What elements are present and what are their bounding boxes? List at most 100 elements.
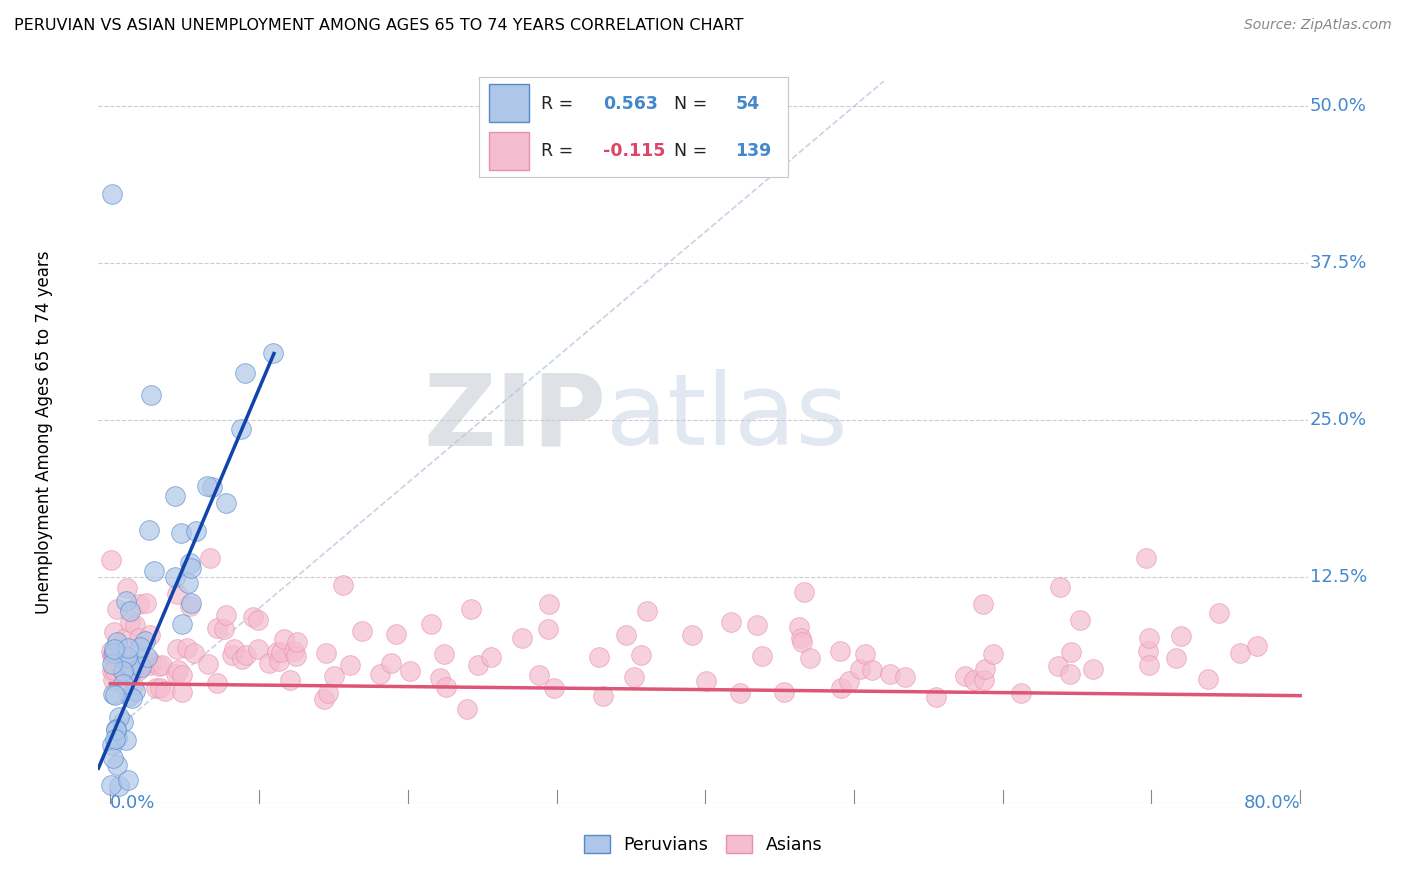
- Point: [695, 673, 717, 688]
- Point: [212, 622, 235, 636]
- Point: [165, 666, 187, 681]
- Point: [1069, 613, 1091, 627]
- Point: [322, 669, 344, 683]
- Point: [167, 663, 190, 677]
- Point: [1137, 632, 1160, 646]
- Point: [115, 733, 138, 747]
- Point: [510, 632, 533, 646]
- Point: [790, 635, 813, 649]
- Point: [128, 598, 150, 612]
- Text: Unemployment Among Ages 65 to 74 years: Unemployment Among Ages 65 to 74 years: [35, 251, 53, 615]
- Point: [170, 617, 193, 632]
- Point: [129, 659, 152, 673]
- Text: Source: ZipAtlas.com: Source: ZipAtlas.com: [1244, 18, 1392, 32]
- Point: [148, 659, 170, 673]
- Point: [214, 607, 236, 622]
- Point: [1208, 606, 1230, 620]
- Point: [115, 666, 138, 681]
- Point: [114, 594, 136, 608]
- Point: [138, 523, 160, 537]
- Point: [180, 596, 202, 610]
- Point: [229, 422, 252, 436]
- Point: [467, 657, 489, 672]
- Point: [224, 642, 246, 657]
- Point: [380, 656, 402, 670]
- Point: [101, 187, 124, 202]
- Point: [221, 648, 243, 662]
- Point: [242, 609, 264, 624]
- Point: [273, 632, 295, 646]
- Point: [1135, 551, 1157, 566]
- Point: [179, 599, 201, 613]
- Point: [745, 617, 768, 632]
- Point: [1011, 686, 1033, 700]
- Point: [135, 596, 157, 610]
- Point: [434, 681, 457, 695]
- Point: [1136, 644, 1159, 658]
- Text: 50.0%: 50.0%: [1310, 97, 1367, 115]
- Point: [128, 664, 150, 678]
- Point: [262, 345, 284, 359]
- Point: [385, 626, 408, 640]
- Point: [103, 663, 125, 677]
- Point: [114, 631, 136, 645]
- Point: [117, 773, 139, 788]
- Point: [195, 479, 218, 493]
- Point: [153, 683, 176, 698]
- Point: [285, 648, 308, 663]
- Point: [315, 646, 337, 660]
- Point: [105, 731, 128, 745]
- Point: [790, 631, 813, 645]
- Point: [139, 388, 162, 402]
- Point: [105, 635, 128, 649]
- Legend: Peruvians, Asians: Peruvians, Asians: [576, 828, 830, 861]
- Point: [536, 622, 558, 636]
- Point: [101, 738, 124, 752]
- Point: [231, 651, 253, 665]
- Point: [166, 587, 188, 601]
- Point: [1197, 672, 1219, 686]
- Point: [112, 665, 135, 680]
- Point: [773, 685, 796, 699]
- Point: [117, 654, 139, 668]
- Point: [894, 670, 917, 684]
- Point: [332, 578, 354, 592]
- Point: [149, 681, 172, 695]
- Point: [101, 751, 124, 765]
- Point: [139, 628, 162, 642]
- Point: [925, 690, 948, 705]
- Point: [963, 673, 986, 688]
- Point: [105, 722, 128, 736]
- Point: [955, 669, 977, 683]
- Point: [630, 648, 652, 662]
- Point: [111, 665, 134, 679]
- Point: [136, 649, 159, 664]
- Point: [120, 665, 142, 680]
- Point: [419, 617, 441, 632]
- Point: [339, 657, 361, 672]
- Point: [139, 657, 162, 672]
- Point: [108, 710, 131, 724]
- Point: [399, 664, 422, 678]
- Point: [285, 634, 308, 648]
- Point: [266, 645, 288, 659]
- Point: [205, 621, 228, 635]
- Point: [101, 648, 124, 663]
- Point: [150, 657, 173, 672]
- Point: [112, 714, 135, 729]
- Point: [318, 686, 340, 700]
- Point: [246, 613, 269, 627]
- Text: 80.0%: 80.0%: [1243, 794, 1301, 812]
- Point: [129, 640, 152, 655]
- Point: [270, 645, 292, 659]
- Point: [118, 615, 141, 630]
- Point: [456, 702, 478, 716]
- Point: [198, 551, 221, 566]
- Point: [233, 366, 256, 380]
- Point: [115, 581, 138, 595]
- Point: [170, 685, 193, 699]
- Point: [1170, 629, 1192, 643]
- Point: [177, 576, 200, 591]
- Point: [118, 690, 141, 704]
- Point: [543, 681, 565, 695]
